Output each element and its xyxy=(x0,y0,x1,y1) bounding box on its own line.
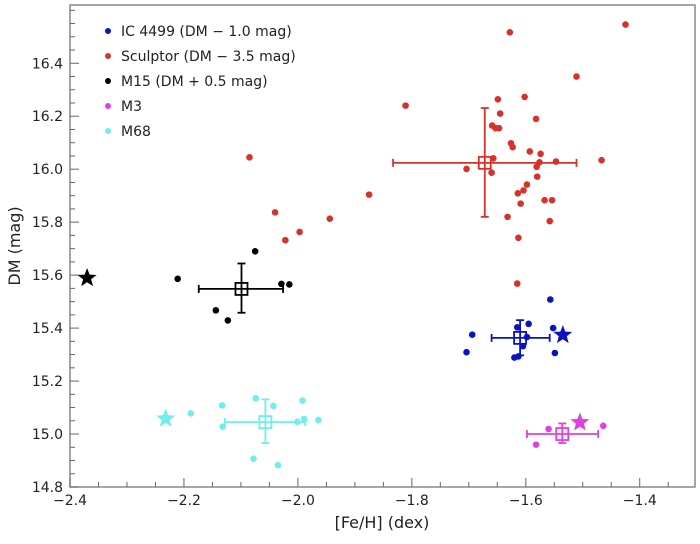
legend-marker xyxy=(105,53,111,59)
data-point-m68 xyxy=(218,402,226,409)
x-tick-label: −1.6 xyxy=(509,493,543,509)
y-axis-label: DM (mag) xyxy=(5,206,24,285)
data-point-m3 xyxy=(545,425,552,433)
mean-marker-m3 xyxy=(555,427,570,441)
data-point-sculptor xyxy=(533,163,540,171)
legend-label: M15 (DM + 0.5 mag) xyxy=(121,74,268,90)
data-point-sculptor xyxy=(496,110,504,117)
data-point-sculptor xyxy=(513,280,521,287)
data-point-ic xyxy=(525,320,532,328)
data-point-sculptor xyxy=(517,200,524,207)
data-point-sculptor xyxy=(282,236,289,244)
data-point-sculptor xyxy=(488,169,495,176)
legend: IC 4499 (DM − 1.0 mag) Sculptor (DM − 3.5… xyxy=(105,24,296,140)
data-point-sculptor xyxy=(515,234,522,242)
y-tick-label: 15.4 xyxy=(32,321,63,337)
data-point-m68 xyxy=(250,455,257,462)
y-tick-label: 15.0 xyxy=(32,427,63,443)
data-point-m68 xyxy=(252,394,260,402)
data-point-sculptor xyxy=(548,196,556,204)
y-tick-label: 14.8 xyxy=(32,480,63,496)
data-point-sculptor xyxy=(546,217,554,225)
data-point-m15 xyxy=(212,307,220,314)
data-point-sculptor xyxy=(622,21,629,28)
star-marker-ic xyxy=(553,325,573,344)
data-point-sculptor xyxy=(541,196,548,204)
data-point-sculptor xyxy=(326,215,334,223)
data-point-m15 xyxy=(251,247,259,255)
x-tick-label: −2.4 xyxy=(53,493,87,509)
legend-label: M68 xyxy=(121,124,151,140)
y-tick-label: 16.2 xyxy=(32,109,63,125)
data-point-sculptor xyxy=(537,150,544,158)
data-point-sculptor xyxy=(514,189,522,197)
data-point-m68 xyxy=(270,402,277,410)
x-tick-label: −2.2 xyxy=(167,493,201,509)
data-point-m68 xyxy=(315,416,322,424)
legend-marker xyxy=(105,103,111,109)
data-point-m68 xyxy=(274,461,282,469)
data-point-sculptor xyxy=(526,148,534,155)
star-marker-m68 xyxy=(156,408,176,427)
mean-marker-sculptor xyxy=(477,155,492,170)
mean-marker-m15 xyxy=(234,282,249,296)
data-point-m68 xyxy=(299,397,306,404)
y-tick-label: 16.4 xyxy=(32,56,63,72)
data-point-m15 xyxy=(174,275,181,283)
data-point-sculptor xyxy=(506,28,514,36)
data-point-sculptor xyxy=(573,73,580,80)
y-tick-label: 15.2 xyxy=(32,374,63,390)
legend-label: M3 xyxy=(121,99,142,115)
data-point-sculptor xyxy=(533,173,541,180)
y-tick-label: 15.6 xyxy=(32,268,63,284)
data-point-sculptor xyxy=(509,143,516,151)
data-point-sculptor xyxy=(523,181,531,188)
x-tick-label: −2.0 xyxy=(281,493,315,509)
star-marker-m3 xyxy=(570,412,590,431)
data-point-m3 xyxy=(599,422,607,430)
x-tick-label: −1.8 xyxy=(395,493,429,509)
y-tick-label: 16.0 xyxy=(32,162,63,178)
data-point-sculptor xyxy=(598,156,605,164)
data-point-sculptor xyxy=(271,209,279,216)
x-tick-label: −1.4 xyxy=(623,493,657,509)
data-point-sculptor xyxy=(246,153,253,161)
data-point-ic xyxy=(463,348,470,356)
data-point-m68 xyxy=(187,410,195,417)
legend-marker xyxy=(105,28,111,34)
legend-marker xyxy=(105,128,111,134)
data-point-ic xyxy=(549,324,557,332)
data-point-ic xyxy=(546,296,554,303)
data-point-m15 xyxy=(224,317,232,324)
mean-marker-ic xyxy=(513,330,527,345)
data-point-ic xyxy=(513,324,521,331)
data-point-sculptor xyxy=(296,228,303,236)
data-point-sculptor xyxy=(521,93,528,101)
data-point-sculptor xyxy=(402,102,409,109)
x-axis-label: [Fe/H] (dex) xyxy=(335,513,430,532)
data-point-sculptor xyxy=(532,115,540,123)
data-point-sculptor xyxy=(365,191,373,198)
data-point-m15 xyxy=(286,281,293,288)
data-point-m3 xyxy=(532,441,540,448)
data-point-sculptor xyxy=(463,165,470,173)
mean-marker-m68 xyxy=(258,415,273,430)
data-point-ic xyxy=(551,349,559,357)
data-point-sculptor xyxy=(495,124,503,132)
data-point-sculptor xyxy=(494,95,502,103)
legend-label: Sculptor (DM − 3.5 mag) xyxy=(121,49,296,65)
data-point-sculptor xyxy=(504,213,511,221)
legend-label: IC 4499 (DM − 1.0 mag) xyxy=(121,24,292,40)
data-point-sculptor xyxy=(520,187,527,194)
plot-frame xyxy=(69,4,696,488)
data-point-ic xyxy=(468,331,476,339)
plot-area: −2.4 −2.2 −2.0 −1.8 −1.6 −1.4 14.8 15.0 15.2 15.4… xyxy=(32,4,696,509)
data-point-sculptor xyxy=(552,158,560,165)
legend-marker xyxy=(105,78,111,84)
star-marker-m15 xyxy=(77,268,97,287)
y-tick-label: 15.8 xyxy=(32,215,63,231)
